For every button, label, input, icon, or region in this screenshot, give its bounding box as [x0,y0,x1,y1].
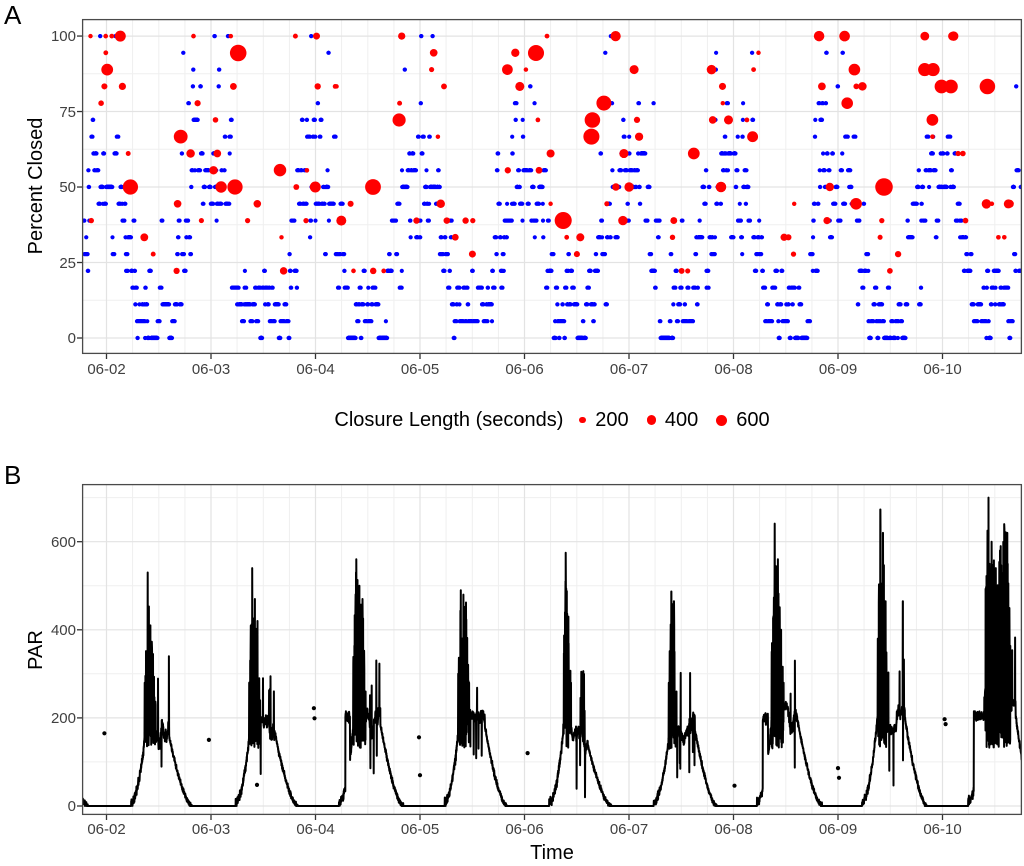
par-outlier-point [836,775,842,780]
x-tick-label-a: 06-10 [923,361,962,378]
par-outlier-point [311,706,316,711]
panel-b-plot-area [77,483,1023,820]
x-tick-label-b: 06-07 [609,821,649,838]
legend-dot-200-icon [579,416,587,424]
par-line-group [82,496,1022,807]
y-tick-label-b: 600 [50,533,76,551]
legend-label-600: 600 [736,408,770,431]
legend-label-400: 400 [664,408,699,431]
closure-length-legend: Closure Length (seconds) 200 400 600 [82,403,1022,437]
panel-border [81,483,1023,816]
legend-title: Closure Length (seconds) [334,408,564,431]
panel-border [81,18,1023,355]
par-outlier-point [416,735,422,740]
legend-dot-400-icon [646,415,656,425]
legend-item-200: 200 [579,408,629,432]
legend-item-600: 600 [716,408,770,432]
par-outlier-point [417,773,423,778]
blue-gape-points [82,34,1022,341]
par-outlier-point [732,783,737,788]
y-tick-label-a: 50 [59,179,76,197]
x-tick-label-b: 06-04 [296,821,335,838]
legend-dot-600-icon [716,414,728,426]
par-outlier-point [525,751,530,756]
par-outlier-point [942,717,947,722]
par-outlier-point [943,722,948,727]
legend-item-400: 400 [646,408,699,432]
x-tick-label-a: 06-07 [609,361,649,378]
scatter-points [82,34,1022,341]
par-outlier-point [254,782,260,787]
x-tick-label-a: 06-04 [296,361,335,378]
y-tick-label-b: 400 [50,621,76,639]
x-tick-label-b: 06-08 [714,821,753,838]
gridlines-major [82,484,1022,815]
par-line [82,496,1022,807]
x-tick-label-b: 06-02 [87,821,126,838]
x-tick-label-a: 06-08 [714,361,753,378]
par-outlier-point [206,737,211,742]
x-tick-label-a: 06-02 [87,361,126,378]
panel-b-tag: B [4,460,22,490]
y-tick-label-a: 75 [59,103,76,121]
x-tick-label-b: 06-09 [818,821,858,838]
B [77,483,1023,820]
x-tick-label-a: 06-06 [505,361,544,378]
x-tick-label-b: 06-10 [923,821,962,838]
y-tick-label-b: 200 [50,709,76,727]
x-tick-label-b: 06-06 [505,821,544,838]
A [77,18,1023,359]
par-outlier-point [835,766,841,771]
panel-b-x-axis-title: Time [530,842,574,864]
par-outlier-point [102,731,107,736]
x-tick-label-a: 06-05 [400,361,440,378]
legend-label-200: 200 [595,408,629,431]
y-tick-label-b: 0 [67,798,76,815]
x-tick-label-a: 06-09 [818,361,858,378]
par-outlier-point [312,716,317,721]
y-tick-label-a: 100 [50,28,76,46]
y-tick-label-a: 25 [59,254,76,272]
red-closure-points [88,30,1014,275]
panel-a-tag: A [4,0,22,30]
x-tick-label-b: 06-05 [400,821,440,838]
gridlines-minor [82,484,1022,815]
y-tick-label-a: 0 [67,330,76,347]
x-tick-label-a: 06-03 [191,361,231,378]
panel-a-plot-area [77,18,1023,359]
x-tick-label-b: 06-03 [191,821,231,838]
